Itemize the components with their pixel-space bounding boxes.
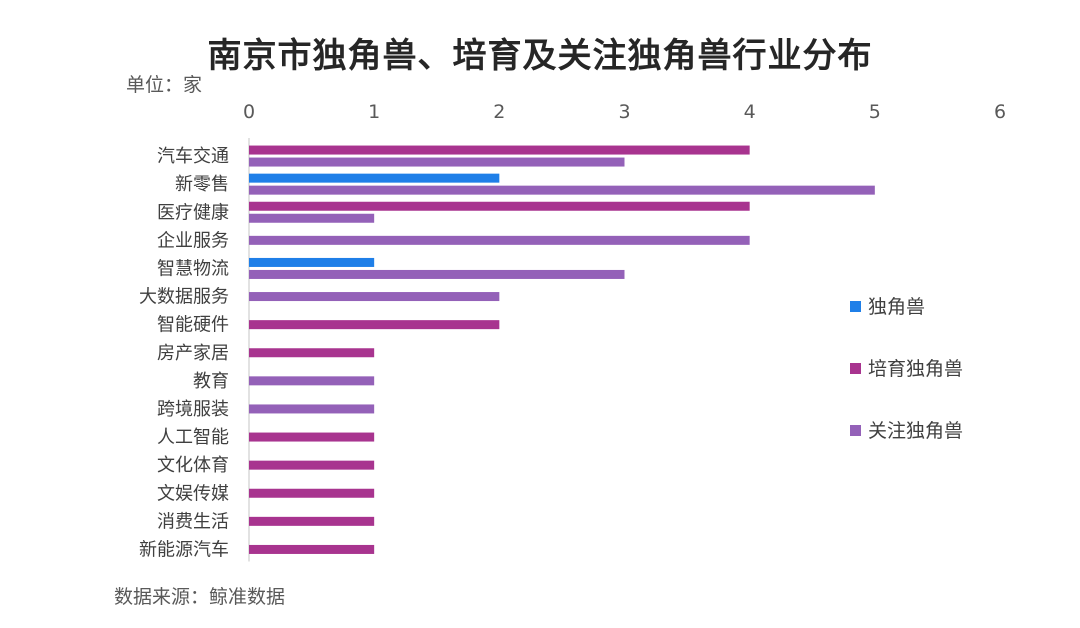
bar-关注独角兽 bbox=[249, 404, 375, 414]
bar-关注独角兽 bbox=[249, 269, 625, 279]
category-label: 新能源汽车 bbox=[139, 539, 229, 560]
legend-label: 培育独角兽 bbox=[868, 358, 963, 380]
unit-label: 单位：家 bbox=[126, 74, 203, 96]
bar-培育独角兽 bbox=[249, 145, 750, 155]
x-tick-label: 4 bbox=[744, 101, 756, 123]
bar-关注独角兽 bbox=[249, 213, 375, 223]
bar-独角兽 bbox=[249, 257, 375, 267]
category-label: 人工智能 bbox=[157, 427, 229, 448]
category-label: 房产家居 bbox=[157, 343, 229, 364]
bar-独角兽 bbox=[249, 173, 500, 183]
bar-培育独角兽 bbox=[249, 432, 375, 442]
category-label: 文娱传媒 bbox=[157, 483, 229, 504]
bar-关注独角兽 bbox=[249, 157, 625, 167]
bar-关注独角兽 bbox=[249, 235, 750, 245]
bar-培育独角兽 bbox=[249, 488, 375, 498]
category-label: 新零售 bbox=[175, 174, 229, 195]
x-tick-label: 6 bbox=[994, 101, 1006, 123]
x-tick-label: 2 bbox=[493, 101, 505, 123]
x-tick-label: 1 bbox=[368, 101, 380, 123]
category-label: 文化体育 bbox=[157, 455, 229, 476]
legend-swatch bbox=[850, 301, 861, 312]
bar-培育独角兽 bbox=[249, 201, 750, 211]
bar-培育独角兽 bbox=[249, 516, 375, 526]
x-tick-label: 3 bbox=[618, 101, 630, 123]
category-label: 消费生活 bbox=[157, 511, 229, 532]
category-label: 智能硬件 bbox=[157, 315, 229, 336]
legend-label: 关注独角兽 bbox=[868, 420, 963, 442]
bar-关注独角兽 bbox=[249, 185, 875, 195]
category-label: 大数据服务 bbox=[139, 287, 229, 308]
legend-swatch bbox=[850, 363, 861, 374]
category-label: 智慧物流 bbox=[157, 258, 229, 279]
category-label: 企业服务 bbox=[157, 230, 229, 251]
bar-培育独角兽 bbox=[249, 460, 375, 470]
category-label: 医疗健康 bbox=[157, 202, 229, 223]
category-label: 教育 bbox=[193, 371, 229, 392]
x-tick-label: 5 bbox=[869, 101, 881, 123]
bar-培育独角兽 bbox=[249, 320, 500, 330]
bar-关注独角兽 bbox=[249, 376, 375, 386]
source-label: 数据来源：鲸准数据 bbox=[114, 586, 286, 608]
legend-swatch bbox=[850, 425, 861, 436]
bar-培育独角兽 bbox=[249, 348, 375, 358]
legend-label: 独角兽 bbox=[868, 296, 925, 318]
bar-关注独角兽 bbox=[249, 292, 500, 302]
chart-title: 南京市独角兽、培育及关注独角兽行业分布 bbox=[207, 36, 873, 76]
category-label: 跨境服装 bbox=[157, 399, 229, 420]
category-label: 汽车交通 bbox=[157, 146, 229, 167]
bar-培育独角兽 bbox=[249, 544, 375, 554]
x-tick-label: 0 bbox=[243, 101, 255, 123]
